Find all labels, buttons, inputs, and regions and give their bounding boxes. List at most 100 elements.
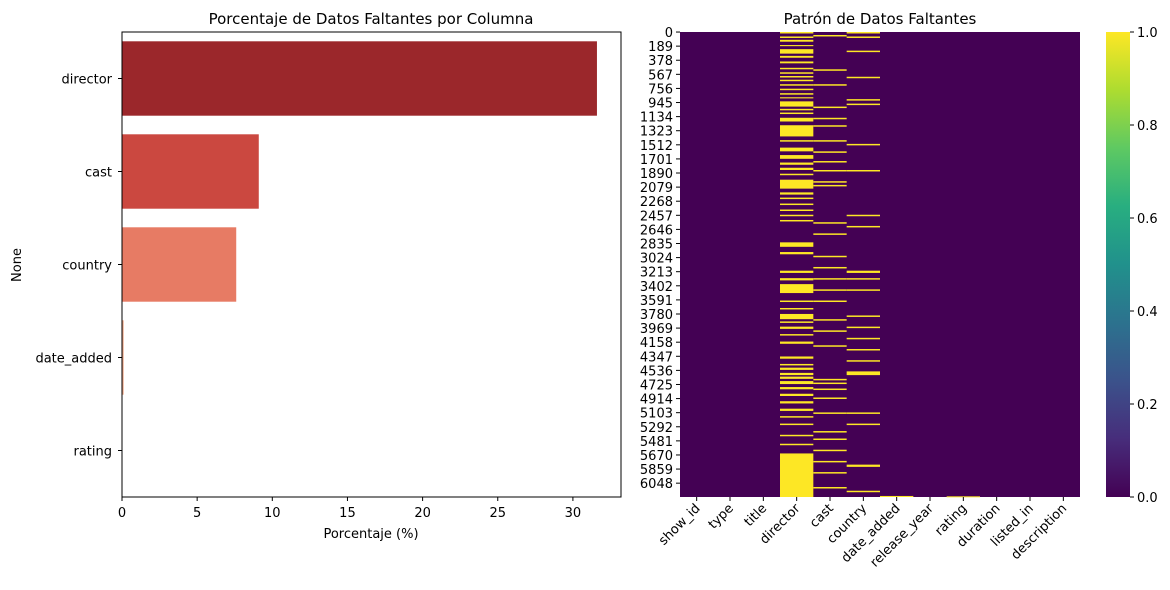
xtick-label-0: 0 xyxy=(118,506,126,521)
xtick-label-25: 25 xyxy=(489,506,506,521)
xtick-label-20: 20 xyxy=(414,506,431,521)
missing-cell-director-7 xyxy=(780,67,814,70)
missing-cell-director-0 xyxy=(780,32,814,34)
missing-cell-director-19 xyxy=(780,125,814,137)
heat-ytick-label-5292: 5292 xyxy=(640,421,673,436)
heat-ytick-label-5859: 5859 xyxy=(640,463,673,478)
missing-cell-director-12 xyxy=(780,88,814,91)
missing-cell-director-6 xyxy=(780,61,814,64)
missing-cell-director-43 xyxy=(780,334,814,336)
missing-cell-cast-26 xyxy=(813,412,847,414)
missing-cell-director-16 xyxy=(780,108,814,111)
missing-cell-director-8 xyxy=(780,72,814,74)
heat-ytick-label-2835: 2835 xyxy=(640,238,673,253)
missing-cell-director-32 xyxy=(780,219,814,222)
heat-ytick-label-3402: 3402 xyxy=(640,280,673,295)
missing-cell-director-29 xyxy=(780,203,814,206)
missing-cell-country-21 xyxy=(846,464,880,467)
missing-cell-director-28 xyxy=(780,197,814,200)
colorbar-tick-label-1.0: 1.0 xyxy=(1137,26,1158,41)
missing-cell-director-34 xyxy=(780,252,814,255)
colorbar xyxy=(1106,32,1130,497)
missing-cell-cast-10 xyxy=(813,181,847,183)
missing-cell-director-9 xyxy=(780,76,814,78)
missing-cell-director-30 xyxy=(780,209,814,212)
missing-cell-cast-32 xyxy=(813,487,847,489)
missing-cell-cast-23 xyxy=(813,382,847,385)
ytick-label-rating: rating xyxy=(73,445,112,460)
missing-cell-director-4 xyxy=(780,49,814,54)
missing-cell-cast-15 xyxy=(813,266,847,269)
heat-ytick-label-4725: 4725 xyxy=(640,378,673,393)
missing-cell-cast-6 xyxy=(813,140,847,142)
bar-chart-xlabel: Porcentaje (%) xyxy=(323,527,418,542)
missing-cell-country-3 xyxy=(846,76,880,79)
missing-cell-cast-12 xyxy=(813,222,847,224)
missing-cell-director-52 xyxy=(780,393,814,397)
heat-ytick-label-1512: 1512 xyxy=(640,139,673,154)
heat-xtick-label-title: title xyxy=(742,501,771,530)
missing-cell-director-10 xyxy=(780,79,814,82)
missing-cell-country-17 xyxy=(846,360,880,362)
missing-cell-director-11 xyxy=(780,84,814,86)
missing-cell-cast-28 xyxy=(813,438,847,441)
missing-cell-cast-2 xyxy=(813,84,847,86)
missing-cell-cast-21 xyxy=(813,345,847,347)
missing-cell-director-54 xyxy=(780,408,814,411)
heat-ytick-label-1890: 1890 xyxy=(640,167,673,182)
missing-cell-director-23 xyxy=(780,162,814,165)
missing-cell-director-13 xyxy=(780,93,814,95)
missing-cell-cast-1 xyxy=(813,69,847,71)
missing-cell-director-21 xyxy=(780,147,814,152)
bar-plot-area xyxy=(122,41,597,488)
missing-cell-cast-5 xyxy=(813,125,847,127)
missing-cell-country-13 xyxy=(846,315,880,317)
missing-cell-country-16 xyxy=(846,349,880,351)
missing-cell-director-33 xyxy=(780,242,814,247)
missing-cell-cast-24 xyxy=(813,388,847,391)
colorbar-tick-label-0.8: 0.8 xyxy=(1137,119,1158,134)
heat-ytick-label-3780: 3780 xyxy=(640,308,673,323)
missing-cell-director-31 xyxy=(780,214,814,217)
missing-cell-director-50 xyxy=(780,381,814,385)
missing-cell-director-37 xyxy=(780,284,814,294)
missing-cell-director-22 xyxy=(780,155,814,159)
heat-ytick-label-5103: 5103 xyxy=(640,407,673,422)
missing-cell-director-14 xyxy=(780,97,814,99)
bar-chart-ylabel: None xyxy=(10,248,25,282)
missing-cell-director-53 xyxy=(780,401,814,404)
missing-cell-cast-30 xyxy=(813,460,847,463)
missing-cell-director-25 xyxy=(780,173,814,176)
heat-ytick-label-189: 189 xyxy=(648,40,673,55)
heat-ytick-label-4536: 4536 xyxy=(640,364,673,379)
heat-ytick-label-2457: 2457 xyxy=(640,209,673,224)
heatmap-area xyxy=(680,32,1080,498)
heat-xtick-label-cast: cast xyxy=(807,501,837,531)
bar-chart-title: Porcentaje de Datos Faltantes por Column… xyxy=(209,10,534,28)
missing-cell-country-10 xyxy=(846,270,880,273)
missing-cell-cast-11 xyxy=(813,184,847,187)
missing-cell-director-2 xyxy=(780,39,814,42)
missing-cell-country-20 xyxy=(846,423,880,426)
missing-cell-director-56 xyxy=(780,423,814,426)
missing-cell-director-36 xyxy=(780,278,814,281)
ytick-label-date_added: date_added xyxy=(35,352,112,367)
missing-cell-cast-8 xyxy=(813,161,847,163)
heat-xtick-label-show_id: show_id xyxy=(656,501,703,548)
heat-ytick-label-1323: 1323 xyxy=(640,125,673,140)
xtick-label-30: 30 xyxy=(565,506,582,521)
heat-ytick-label-2268: 2268 xyxy=(640,195,673,210)
missing-cell-country-9 xyxy=(846,225,880,228)
heat-ytick-label-3969: 3969 xyxy=(640,322,673,337)
missing-cell-director-40 xyxy=(780,313,814,320)
missing-cell-director-38 xyxy=(780,300,814,303)
missing-cell-director-51 xyxy=(780,387,814,390)
bar-date_added xyxy=(122,320,124,395)
missing-cell-director-1 xyxy=(780,36,814,38)
xtick-label-5: 5 xyxy=(193,506,201,521)
missing-cell-director-24 xyxy=(780,167,814,170)
missing-cell-cast-31 xyxy=(813,472,847,474)
missing-cell-director-41 xyxy=(780,321,814,323)
missing-cell-director-39 xyxy=(780,307,814,310)
heat-ytick-label-3024: 3024 xyxy=(640,252,673,267)
